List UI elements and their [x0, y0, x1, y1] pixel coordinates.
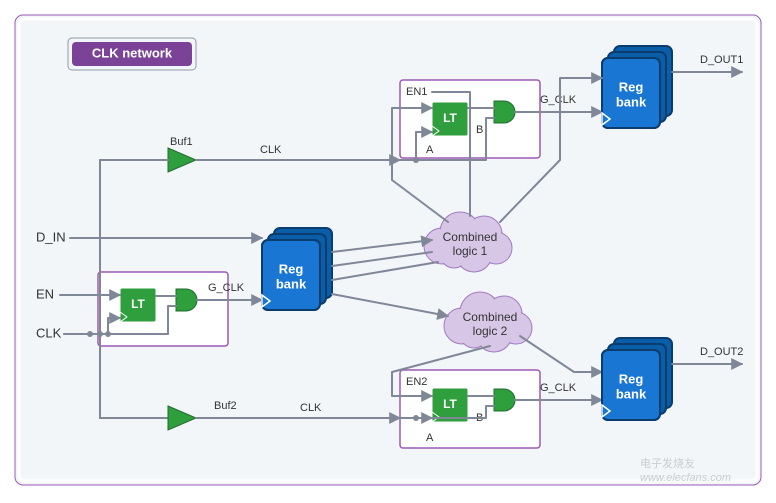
label-d-in: D_IN: [36, 229, 66, 244]
lt-bottom-label: LT: [443, 397, 457, 411]
watermark-sub: 电子发烧友: [640, 456, 695, 470]
label-a-bot: A: [426, 432, 434, 444]
and-top: [494, 101, 515, 123]
label-gclk-top: G_CLK: [540, 94, 577, 106]
label-clk-buf1: CLK: [260, 144, 282, 156]
and-left: [176, 289, 197, 311]
label-buf2: Buf2: [214, 400, 237, 412]
lt-left-label: LT: [131, 297, 145, 311]
cloud2-l2: logic 2: [473, 324, 508, 338]
regbank-bottom-label1: Reg: [619, 371, 644, 386]
label-dout1: D_OUT1: [700, 54, 743, 66]
label-b-top: B: [476, 124, 483, 136]
label-clk-buf2: CLK: [300, 402, 322, 414]
title-badge-label: CLK network: [92, 45, 173, 60]
label-gclk-left: G_CLK: [208, 282, 245, 294]
label-en1: EN1: [406, 86, 427, 98]
and-bottom: [494, 389, 515, 411]
regbank-center-label2: bank: [276, 276, 307, 291]
label-en2: EN2: [406, 376, 427, 388]
regbank-bottom-label2: bank: [616, 386, 647, 401]
label-en: EN: [36, 286, 54, 301]
label-a-top: A: [426, 144, 434, 156]
regbank-top-label1: Reg: [619, 79, 644, 94]
cloud2-l1: Combined: [463, 310, 518, 324]
watermark-url: www.elecfans.com: [640, 472, 731, 484]
label-dout2: D_OUT2: [700, 346, 743, 358]
label-clk: CLK: [36, 325, 62, 340]
label-gclk-bot: G_CLK: [540, 382, 577, 394]
label-buf1: Buf1: [170, 136, 193, 148]
cloud1-l1: Combined: [443, 230, 498, 244]
cloud1-l2: logic 1: [453, 244, 488, 258]
regbank-center-label1: Reg: [279, 261, 304, 276]
regbank-top-label2: bank: [616, 94, 647, 109]
lt-top-label: LT: [443, 111, 457, 125]
